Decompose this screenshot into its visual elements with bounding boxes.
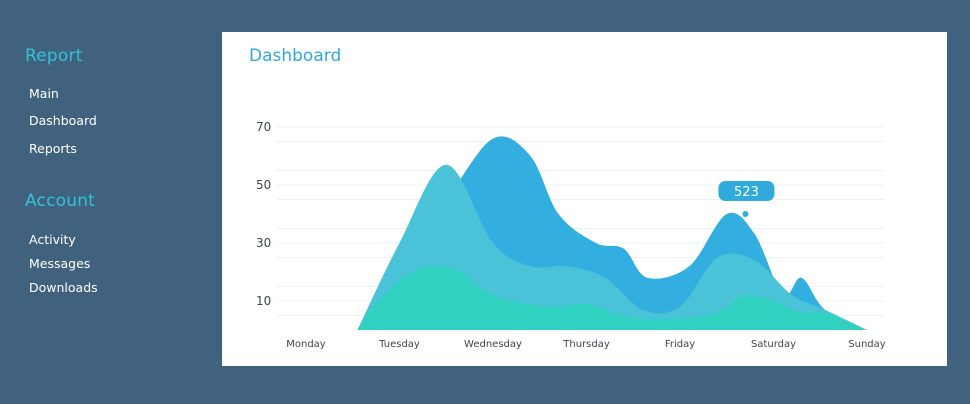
callout-badge bbox=[718, 181, 775, 201]
y-tick-label: 50 bbox=[256, 178, 271, 192]
sidebar-item-reports[interactable]: Reports bbox=[29, 141, 77, 156]
sidebar-item-messages[interactable]: Messages bbox=[29, 256, 91, 271]
sidebar-item-dashboard[interactable]: Dashboard bbox=[29, 113, 97, 128]
area-series-2 bbox=[357, 164, 867, 330]
sidebar-item-main[interactable]: Main bbox=[29, 86, 59, 101]
panel-title: Dashboard bbox=[249, 46, 342, 66]
area-chart: 10 30 50 70 Monday Tuesday Wednesday Thursday Fr… bbox=[256, 120, 886, 350]
sidebar-item-downloads[interactable]: Downloads bbox=[29, 280, 98, 295]
y-tick-label: 10 bbox=[256, 294, 271, 308]
x-tick-label: Thursday bbox=[562, 339, 610, 350]
x-tick-label: Wednesday bbox=[464, 339, 522, 350]
x-tick-label: Monday bbox=[286, 339, 326, 350]
x-tick-label: Friday bbox=[665, 339, 695, 350]
sidebar-section-title-report: Report bbox=[25, 46, 83, 66]
callout-label: 523 bbox=[734, 185, 759, 200]
sidebar-item-activity[interactable]: Activity bbox=[29, 232, 76, 247]
dashboard-panel: Dashboard 10 30 50 70 Monday Tuesday Wednesday… bbox=[222, 32, 947, 366]
callout-point bbox=[742, 211, 749, 217]
y-tick-label: 70 bbox=[256, 120, 271, 134]
y-tick-label: 30 bbox=[256, 236, 271, 250]
area-series-3 bbox=[357, 265, 867, 330]
sidebar: Report Main Dashboard Reports Account Ac… bbox=[0, 0, 222, 404]
sidebar-section-title-account: Account bbox=[25, 191, 96, 211]
x-tick-label: Saturday bbox=[751, 339, 796, 350]
x-tick-label: Tuesday bbox=[378, 339, 420, 350]
x-tick-label: Sunday bbox=[848, 339, 885, 350]
